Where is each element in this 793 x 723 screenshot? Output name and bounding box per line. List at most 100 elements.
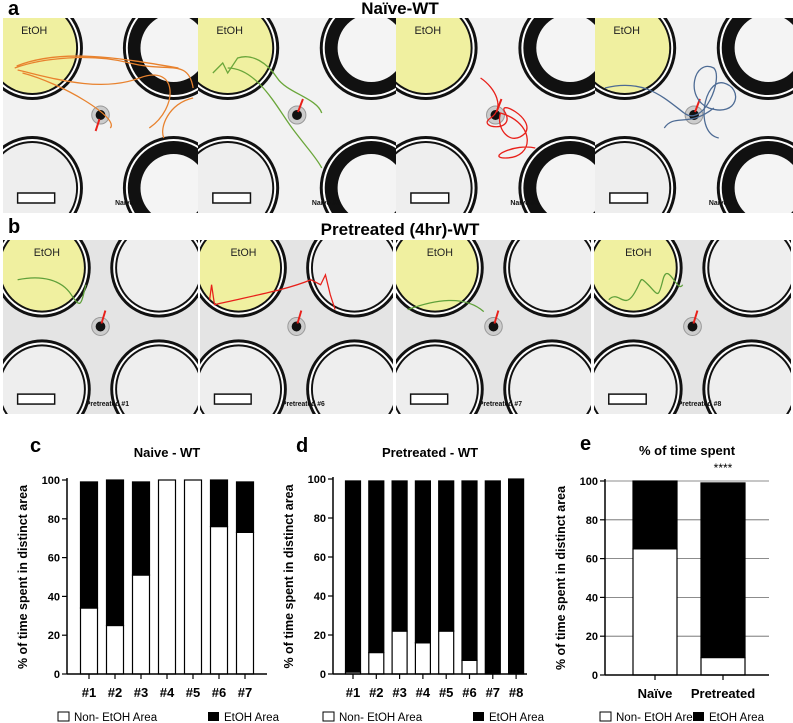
fly-chamber [291, 321, 302, 332]
etoh-label: EtOH [216, 25, 243, 37]
arena-photo: EtOH Naive #7 [595, 18, 793, 213]
red-arrow-icon [297, 98, 304, 113]
etoh-well [396, 240, 477, 311]
red-arrow-icon [493, 310, 500, 324]
fly-trajectory [209, 272, 336, 310]
legend-label-non-etoh: Non- EtOH Area [74, 712, 158, 723]
photo-label: Naive #1 [115, 200, 143, 207]
fly-chamber [95, 110, 106, 120]
photo-label: Pretreated #8 [678, 401, 722, 408]
photo-label: Pretreated #7 [479, 401, 522, 408]
y-tick-label: 100 [42, 475, 60, 487]
etoh-well [200, 240, 281, 311]
arena-photo: EtOH Naive #1 [3, 18, 198, 213]
y-tick-label: 60 [48, 553, 60, 565]
well [709, 240, 791, 311]
etoh-label: EtOH [613, 25, 640, 37]
bar-non-etoh [79, 607, 99, 675]
bar-etoh [461, 480, 478, 661]
bar-etoh [438, 480, 455, 632]
scale-bar [409, 393, 449, 405]
arena-photo: EtOH Pretreated #6 [200, 240, 393, 414]
bar-etoh [632, 480, 678, 550]
etoh-label: EtOH [21, 25, 47, 37]
well [510, 240, 591, 311]
legend-label-etoh: EtOH Area [224, 712, 280, 723]
etoh-label: EtOH [625, 247, 651, 259]
x-tick-label: #3 [392, 685, 406, 700]
legend-label-non-etoh: Non- EtOH Area [616, 712, 700, 723]
well [734, 154, 793, 213]
legend-label-etoh: EtOH Area [489, 712, 545, 723]
bar-non-etoh [632, 548, 678, 676]
scale-bar [608, 393, 647, 405]
bar-etoh [700, 482, 746, 659]
bar-etoh [105, 479, 125, 627]
scale-bar [16, 393, 56, 405]
well [117, 240, 198, 311]
well [117, 346, 198, 414]
x-tick-label: #4 [416, 685, 431, 700]
x-tick-label: #1 [82, 685, 96, 700]
bar-non-etoh [131, 574, 151, 675]
y-tick-label: 0 [320, 669, 326, 681]
fly-chamber [687, 321, 698, 332]
y-axis-label: % of time spent in distinct area [16, 484, 30, 669]
x-tick-label: #2 [369, 685, 383, 700]
x-tick-label: #2 [108, 685, 122, 700]
bar-etoh [79, 481, 99, 609]
y-tick-label: 80 [314, 513, 326, 525]
bar-non-etoh [235, 531, 255, 675]
scale-bar [213, 393, 252, 405]
y-tick-label: 60 [314, 552, 326, 564]
legend-label-non-etoh: Non- EtOH Area [339, 712, 423, 723]
etoh-label: EtOH [34, 247, 60, 259]
red-arrow-icon [692, 310, 699, 324]
bar-etoh [391, 480, 408, 632]
y-tick-label: 0 [54, 669, 60, 681]
bar-etoh [344, 480, 362, 673]
arena-photo: EtOH Naive #2 [198, 18, 396, 213]
etoh-well [396, 18, 471, 93]
x-tick-label: #1 [346, 685, 360, 700]
y-tick-label: 20 [314, 630, 326, 642]
scale-bar [410, 192, 450, 204]
fly-trajectory [407, 299, 485, 313]
x-tick-label: #7 [486, 685, 500, 700]
bar-non-etoh [183, 479, 203, 675]
fly-trajectory [14, 55, 194, 139]
fly-chamber [292, 110, 302, 120]
well [734, 18, 793, 82]
bar-non-etoh [414, 642, 431, 675]
etoh-label: EtOH [427, 247, 453, 259]
bar-etoh [235, 481, 255, 533]
panel-b-label: b [8, 216, 21, 238]
legend-label-etoh: EtOH Area [709, 712, 765, 723]
etoh-well [198, 18, 273, 93]
chart-c: c Naive - WT % of time spent in distinct a… [16, 435, 280, 723]
panel-a-label: a [8, 0, 20, 20]
etoh-label: EtOH [230, 247, 256, 259]
well [536, 18, 595, 82]
bar-etoh [484, 480, 501, 675]
y-axis-label: % of time spent in distinct area [282, 483, 296, 668]
photo-label: Naive #3 [510, 200, 538, 207]
fly-trajectory [212, 56, 323, 169]
y-tick-label: 20 [48, 630, 60, 642]
chart-title: Pretreated - WT [382, 445, 478, 460]
arena-photo: EtOH Naive #3 [396, 18, 595, 213]
photo-label: Naive #2 [312, 200, 340, 207]
y-tick-label: 60 [586, 554, 598, 566]
y-tick-label: 0 [592, 670, 598, 682]
y-tick-label: 40 [314, 591, 326, 603]
panel-label: c [30, 435, 41, 457]
photo-label: Naive #7 [709, 200, 737, 207]
red-arrow-icon [94, 118, 101, 132]
photo-label: Pretreated #1 [86, 401, 129, 408]
legend-swatch-non-etoh [57, 711, 70, 722]
bar-etoh [131, 481, 151, 576]
chart-title: % of time spent [639, 443, 736, 458]
well [140, 18, 198, 82]
well [337, 154, 396, 213]
fly-chamber [488, 321, 499, 332]
